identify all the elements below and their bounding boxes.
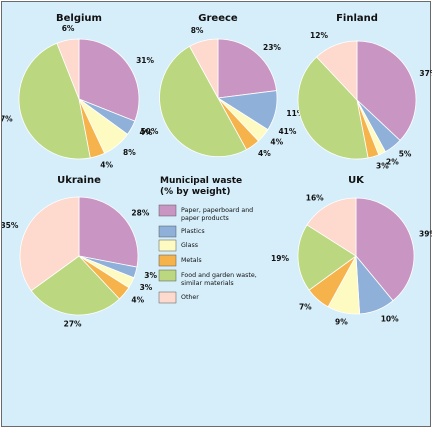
pie-slice [217,38,277,99]
pie-slice-label: 37% [419,69,432,78]
pie-slice [19,196,80,292]
pie-slice-label: 27% [64,320,82,329]
legend-label: Food and garden waste, [181,272,257,279]
legend-swatch [158,254,177,267]
pie-slice-label: 12% [310,31,328,40]
pie-slice-label: 5% [399,150,412,159]
pie-slice [56,38,80,100]
pie-slice [30,255,120,316]
pie-slice-label: 10% [381,314,399,323]
legend-label: Glass [181,242,198,249]
pie-title: Greece [198,13,238,24]
pie-slice-label: 8% [123,148,136,157]
pie-slice-label: 23% [263,43,281,52]
pie-slice-label: 3% [144,271,157,280]
pie-slice-label: 4% [258,149,271,158]
pie-slice-label: 6% [62,24,75,33]
pie-slice [355,197,415,302]
legend-swatch [158,239,177,252]
legend-title: Municipal waste [160,176,242,186]
pie-slice-label: 3% [376,161,389,170]
legend-label: similar materials [181,280,234,287]
legend-swatch [158,225,177,238]
pie-slice-label: 16% [306,193,324,202]
pie-slice-label: 31% [136,56,154,65]
pie-slice-label: 41% [278,127,296,136]
pie-title: Belgium [56,13,102,24]
legend-swatch [158,204,177,217]
pie-slice-label: 19% [271,254,289,263]
pie-title: Finland [336,13,378,24]
pie-slice-label: 11% [286,109,304,118]
pie-slice-label: 4% [100,161,113,170]
pie-slice-label: 35% [2,221,19,230]
pie-slice-label: 8% [191,26,204,35]
legend-label: Paper, paperboard and [181,207,253,214]
pie-slice-label: 4% [270,137,283,146]
pie-slice-label: 4% [131,295,144,304]
pie-slice [18,42,91,160]
pie-slice [78,38,140,122]
pie-slice-label: 4% [140,128,153,137]
pie-slice [356,40,417,141]
pie-slice [297,56,369,160]
pie-slice-label: 7% [299,302,312,311]
pie-slice [306,197,357,257]
pie-slice-label: 9% [335,317,348,326]
pie-slice-label: 39% [419,229,432,238]
pie-slice-label: 28% [131,209,149,218]
pie-slice [159,45,247,158]
pie-slice-label: 3% [140,283,153,292]
legend-label: paper products [181,215,229,222]
legend-label: Other [181,294,199,301]
pie-slice-label: 50% [140,127,158,136]
pie-slice-label: 2% [386,158,399,167]
pie-slice [316,40,358,102]
legend-swatch [158,291,177,304]
pie-title: UK [348,175,365,186]
pie-slice [297,224,357,291]
pie-title: Ukraine [57,175,101,186]
pie-slice [78,196,139,268]
pie-slice-label: 47% [2,114,13,123]
legend-label: Metals [181,257,202,264]
legend-title: (% by weight) [160,187,230,197]
legend-label: Plastics [181,228,205,235]
pie-slice [189,38,219,99]
legend-swatch [158,269,177,282]
